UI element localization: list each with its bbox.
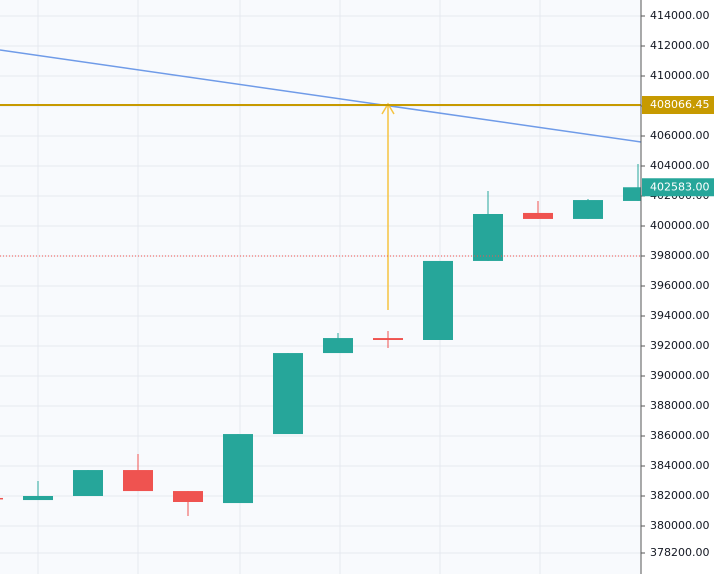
y-tick-label: 414000.00 bbox=[650, 9, 710, 22]
candle-body bbox=[473, 214, 503, 261]
y-tick-label: 400000.00 bbox=[650, 219, 710, 232]
candle-body bbox=[223, 434, 253, 504]
y-tick-label: 382000.00 bbox=[650, 489, 710, 502]
candle-body bbox=[623, 187, 641, 201]
y-tick-label: 378200.00 bbox=[650, 546, 710, 559]
y-tick-label: 380000.00 bbox=[650, 519, 710, 532]
y-tick-label: 404000.00 bbox=[650, 159, 710, 172]
y-tick-label: 406000.00 bbox=[650, 129, 710, 142]
candle-body bbox=[123, 470, 153, 492]
trend-line bbox=[0, 49, 642, 143]
candle-body bbox=[73, 470, 103, 497]
y-tick-label: 384000.00 bbox=[650, 459, 710, 472]
price-label-box bbox=[642, 178, 714, 197]
candle-body bbox=[23, 496, 53, 501]
y-tick-label: 396000.00 bbox=[650, 279, 710, 292]
y-tick-label: 392000.00 bbox=[650, 339, 710, 352]
y-tick-label: 394000.00 bbox=[650, 309, 710, 322]
candle-body bbox=[523, 212, 553, 219]
price-label: 402583.00 bbox=[650, 180, 710, 193]
y-tick-label: 388000.00 bbox=[650, 399, 710, 412]
y-tick-label: 390000.00 bbox=[650, 369, 710, 382]
candle-body bbox=[373, 338, 403, 341]
y-tick-label: 398000.00 bbox=[650, 249, 710, 262]
y-tick-label: 410000.00 bbox=[650, 69, 710, 82]
price-label: 408066.45 bbox=[650, 98, 710, 111]
candle-body bbox=[173, 491, 203, 503]
y-tick-label: 412000.00 bbox=[650, 39, 710, 52]
vertical-grid bbox=[37, 0, 541, 574]
candle-body bbox=[323, 338, 353, 354]
candle-body bbox=[0, 497, 3, 500]
candle-body bbox=[573, 200, 603, 219]
arrow bbox=[381, 102, 395, 310]
candle-body bbox=[273, 353, 303, 435]
y-tick-label: 386000.00 bbox=[650, 429, 710, 442]
candle-body bbox=[423, 260, 453, 341]
price-label-box bbox=[642, 96, 714, 115]
